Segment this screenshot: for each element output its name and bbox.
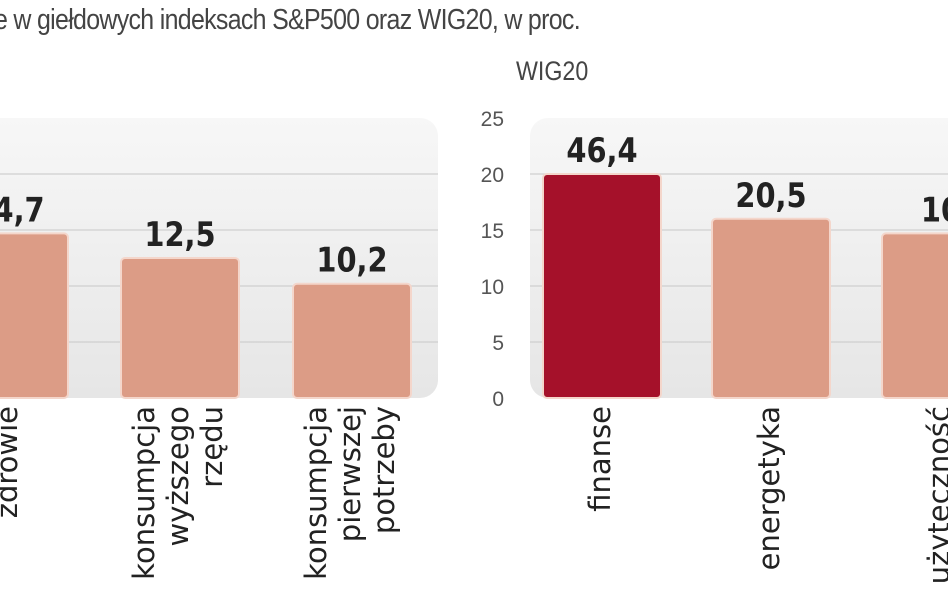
- wig20-title: WIG20: [516, 56, 589, 86]
- category-label: zdrowie: [0, 406, 24, 518]
- y-tick-label: 0: [492, 388, 504, 411]
- category-label: energetyka: [752, 406, 786, 570]
- bar: [542, 173, 662, 399]
- bar: [292, 282, 412, 400]
- bar: [881, 232, 948, 399]
- value-label: 46,4: [566, 132, 637, 171]
- value-label: 10: [921, 191, 948, 230]
- y-tick-label: 25: [481, 108, 504, 131]
- chart-title: e w giełdowych indeksach S&P500 oraz WIG…: [0, 4, 581, 36]
- value-label: 10,2: [316, 242, 387, 281]
- bar: [711, 217, 831, 399]
- value-label: 20,5: [735, 177, 806, 216]
- category-label: użyteczność: [922, 406, 948, 584]
- value-label: 14,7: [0, 191, 45, 230]
- bar: [0, 232, 69, 399]
- value-label: 12,5: [144, 216, 215, 255]
- bar: [120, 257, 240, 399]
- category-label: konsumpcjawyższegorzędu: [127, 406, 229, 580]
- category-label: konsumpcjapierwszejpotrzeby: [299, 406, 401, 580]
- y-tick-label: 5: [492, 332, 504, 355]
- y-tick-label: 15: [481, 220, 504, 243]
- y-tick-label: 20: [481, 164, 504, 187]
- category-label: finanse: [583, 406, 617, 512]
- y-tick-label: 10: [481, 276, 504, 299]
